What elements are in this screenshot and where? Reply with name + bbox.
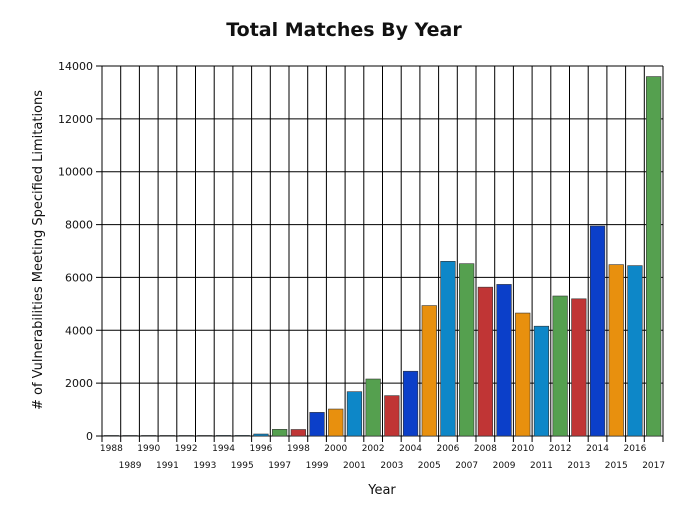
bar-2005[interactable] — [421, 305, 437, 437]
x-tick-label: 2009 — [493, 461, 516, 471]
y-tick-label: 4000 — [65, 324, 93, 337]
x-tick-label: 1995 — [231, 461, 254, 471]
bar-2002[interactable] — [365, 378, 381, 437]
y-tick-label: 6000 — [65, 271, 93, 284]
x-tick-label: 1991 — [156, 461, 179, 471]
bar-2004[interactable] — [402, 370, 419, 437]
x-tick-label: 1988 — [100, 444, 123, 454]
x-axis-label: Year — [367, 483, 396, 498]
bar-1988[interactable] — [103, 435, 119, 437]
gridlines — [96, 65, 664, 442]
bar-1993[interactable] — [197, 435, 213, 437]
bar-2014[interactable] — [589, 225, 606, 437]
x-tick-label: 2001 — [343, 461, 366, 471]
x-tick-label: 1990 — [137, 444, 160, 454]
bar-1991[interactable] — [159, 435, 176, 437]
bar-2011[interactable] — [533, 325, 550, 437]
x-tick-label: 2005 — [418, 461, 441, 471]
x-tick-label: 2003 — [380, 461, 403, 471]
x-tick-label: 2006 — [436, 444, 459, 454]
bar-1992[interactable] — [178, 435, 194, 437]
x-tick-label: 1999 — [306, 461, 329, 471]
x-tick-label: 1992 — [175, 444, 198, 454]
x-tick-label: 2011 — [530, 461, 553, 471]
x-tick-label: 2002 — [362, 444, 385, 454]
y-tick-label: 0 — [86, 430, 93, 443]
x-tick-label: 1989 — [119, 461, 142, 471]
bar-2013[interactable] — [571, 298, 587, 437]
y-tick-label: 14000 — [58, 60, 93, 73]
bar-2008[interactable] — [477, 286, 493, 437]
bar-2006[interactable] — [440, 261, 456, 437]
chart-title: Total Matches By Year — [226, 19, 462, 41]
x-tick-label: 2010 — [511, 444, 534, 454]
x-tick-label: 2000 — [324, 444, 347, 454]
y-axis-label: # of Vulnerabilities Meeting Specified L… — [31, 90, 46, 410]
bar-2007[interactable] — [459, 263, 475, 437]
x-tick-label: 2013 — [567, 461, 590, 471]
x-tick-label: 2012 — [549, 444, 572, 454]
bar-2012[interactable] — [552, 295, 568, 437]
x-tick-label: 2015 — [605, 461, 628, 471]
bar-1990[interactable] — [141, 435, 157, 437]
bars — [103, 76, 662, 437]
y-tick-label: 10000 — [58, 166, 93, 179]
x-tick-label: 1994 — [212, 444, 235, 454]
bar-2000[interactable] — [328, 408, 344, 437]
bar-2016[interactable] — [627, 265, 643, 437]
bar-2001[interactable] — [346, 391, 363, 437]
x-tick-labels: 1988 1989 1990 1991 1992 1993 1994 1995 1996 1997… — [100, 444, 665, 471]
x-tick-label: 2007 — [455, 461, 478, 471]
bar-2010[interactable] — [515, 312, 531, 437]
x-tick-label: 1997 — [268, 461, 291, 471]
bar-1999[interactable] — [309, 412, 325, 437]
x-tick-label: 2016 — [623, 444, 646, 454]
bar-2003[interactable] — [384, 395, 400, 437]
bar-2015[interactable] — [608, 264, 624, 437]
bar-1998[interactable] — [290, 429, 306, 437]
bar-1989[interactable] — [122, 435, 138, 437]
bar-1996[interactable] — [253, 433, 269, 437]
x-tick-label: 1996 — [249, 444, 272, 454]
x-tick-label: 2014 — [586, 444, 609, 454]
x-tick-label: 1993 — [193, 461, 216, 471]
y-tick-labels: 0 2000 4000 6000 8000 10000 12000 14000 — [58, 60, 93, 443]
bar-1995[interactable] — [234, 435, 250, 437]
y-tick-label: 2000 — [65, 377, 93, 390]
y-tick-label: 8000 — [65, 219, 93, 232]
bar-1997[interactable] — [272, 429, 288, 437]
y-tick-label: 12000 — [58, 113, 93, 126]
x-tick-label: 1998 — [287, 444, 310, 454]
bar-2017[interactable] — [646, 76, 662, 437]
x-tick-label: 2008 — [474, 444, 497, 454]
x-tick-label: 2004 — [399, 444, 422, 454]
bar-1994[interactable] — [215, 435, 232, 437]
x-tick-label: 2017 — [642, 461, 665, 471]
bar-2009[interactable] — [496, 284, 512, 437]
